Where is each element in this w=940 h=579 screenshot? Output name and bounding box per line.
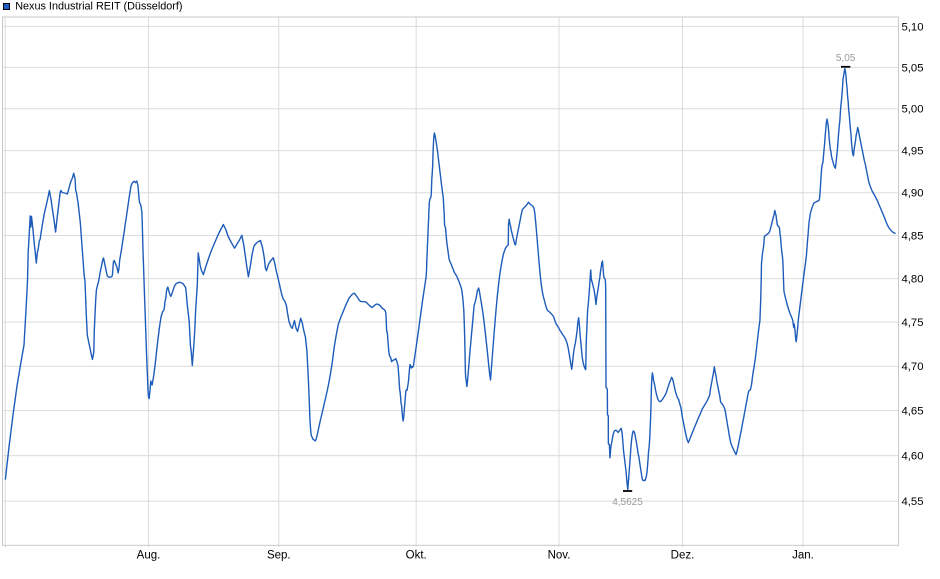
svg-text:4,85: 4,85 (902, 230, 924, 242)
svg-text:5,05: 5,05 (902, 62, 924, 74)
svg-text:4,55: 4,55 (902, 496, 924, 508)
svg-text:Dez.: Dez. (671, 550, 695, 562)
svg-text:Nexus Industrial REIT (Düsseld: Nexus Industrial REIT (Düsseldorf) (15, 1, 182, 13)
svg-text:4,75: 4,75 (902, 317, 924, 329)
svg-text:5,10: 5,10 (902, 21, 924, 33)
svg-text:5,05: 5,05 (836, 53, 856, 64)
svg-text:Okt.: Okt. (406, 550, 427, 562)
svg-text:4,90: 4,90 (902, 188, 924, 200)
svg-text:Aug.: Aug. (137, 550, 161, 562)
svg-text:Sep.: Sep. (267, 550, 291, 562)
svg-text:4,70: 4,70 (902, 361, 924, 373)
svg-text:4,5625: 4,5625 (612, 497, 643, 508)
svg-text:4,60: 4,60 (902, 451, 924, 463)
svg-text:Jan.: Jan. (792, 550, 814, 562)
svg-text:4,65: 4,65 (902, 406, 924, 418)
svg-text:4,95: 4,95 (902, 146, 924, 158)
svg-text:4,80: 4,80 (902, 274, 924, 286)
svg-text:Nov.: Nov. (548, 550, 571, 562)
svg-text:5,00: 5,00 (902, 104, 924, 116)
